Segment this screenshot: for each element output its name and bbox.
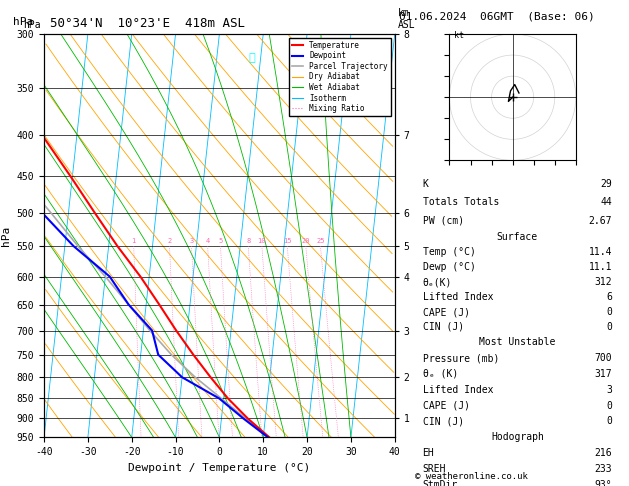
Text: 93°: 93° xyxy=(594,481,612,486)
Text: θₑ(K): θₑ(K) xyxy=(423,277,452,287)
Text: 50°34'N  10°23'E  418m ASL: 50°34'N 10°23'E 418m ASL xyxy=(50,17,245,30)
Text: 0: 0 xyxy=(606,400,612,411)
Text: 🠔: 🠔 xyxy=(248,53,255,63)
Text: StmDir: StmDir xyxy=(423,481,458,486)
Text: Dewp (°C): Dewp (°C) xyxy=(423,262,476,272)
Text: Pressure (mb): Pressure (mb) xyxy=(423,353,499,363)
Text: 1: 1 xyxy=(131,239,136,244)
Text: 20: 20 xyxy=(301,239,310,244)
Text: 4: 4 xyxy=(206,239,210,244)
Text: CAPE (J): CAPE (J) xyxy=(423,307,469,317)
Text: 3: 3 xyxy=(606,385,612,395)
Text: 11.4: 11.4 xyxy=(589,247,612,257)
Text: 44: 44 xyxy=(601,197,612,208)
Text: 10: 10 xyxy=(258,239,266,244)
Text: 216: 216 xyxy=(594,449,612,458)
Text: θₑ (K): θₑ (K) xyxy=(423,369,458,379)
Text: Totals Totals: Totals Totals xyxy=(423,197,499,208)
X-axis label: Dewpoint / Temperature (°C): Dewpoint / Temperature (°C) xyxy=(128,463,311,473)
Text: Most Unstable: Most Unstable xyxy=(479,337,555,347)
Text: 25: 25 xyxy=(316,239,325,244)
Text: 01.06.2024  06GMT  (Base: 06): 01.06.2024 06GMT (Base: 06) xyxy=(399,12,595,22)
Text: 0: 0 xyxy=(606,307,612,317)
Text: Temp (°C): Temp (°C) xyxy=(423,247,476,257)
Text: 0: 0 xyxy=(606,322,612,332)
Text: 6: 6 xyxy=(606,292,612,302)
Text: 2.67: 2.67 xyxy=(589,216,612,226)
Text: 317: 317 xyxy=(594,369,612,379)
Text: CIN (J): CIN (J) xyxy=(423,322,464,332)
Text: Surface: Surface xyxy=(497,232,538,243)
Text: Lifted Index: Lifted Index xyxy=(423,385,493,395)
Text: 312: 312 xyxy=(594,277,612,287)
Text: 29: 29 xyxy=(601,179,612,189)
Text: 15: 15 xyxy=(283,239,292,244)
Text: 233: 233 xyxy=(594,465,612,474)
Text: Hodograph: Hodograph xyxy=(491,433,544,442)
Text: SREH: SREH xyxy=(423,465,446,474)
Text: hPa: hPa xyxy=(23,20,41,30)
Text: 2: 2 xyxy=(167,239,172,244)
Text: hPa: hPa xyxy=(13,17,33,27)
Legend: Temperature, Dewpoint, Parcel Trajectory, Dry Adiabat, Wet Adiabat, Isotherm, Mi: Temperature, Dewpoint, Parcel Trajectory… xyxy=(289,38,391,116)
Text: CAPE (J): CAPE (J) xyxy=(423,400,469,411)
Text: 11.1: 11.1 xyxy=(589,262,612,272)
Text: 8: 8 xyxy=(246,239,250,244)
Text: 700: 700 xyxy=(594,353,612,363)
Text: © weatheronline.co.uk: © weatheronline.co.uk xyxy=(415,472,528,481)
Y-axis label: hPa: hPa xyxy=(1,226,11,246)
Text: EH: EH xyxy=(423,449,434,458)
Text: CIN (J): CIN (J) xyxy=(423,417,464,426)
Text: 0: 0 xyxy=(606,417,612,426)
Text: K: K xyxy=(423,179,428,189)
Text: km
ASL: km ASL xyxy=(398,8,416,30)
Text: PW (cm): PW (cm) xyxy=(423,216,464,226)
Text: Lifted Index: Lifted Index xyxy=(423,292,493,302)
Text: 3: 3 xyxy=(189,239,194,244)
Text: 5: 5 xyxy=(218,239,223,244)
Text: kt: kt xyxy=(454,31,464,40)
